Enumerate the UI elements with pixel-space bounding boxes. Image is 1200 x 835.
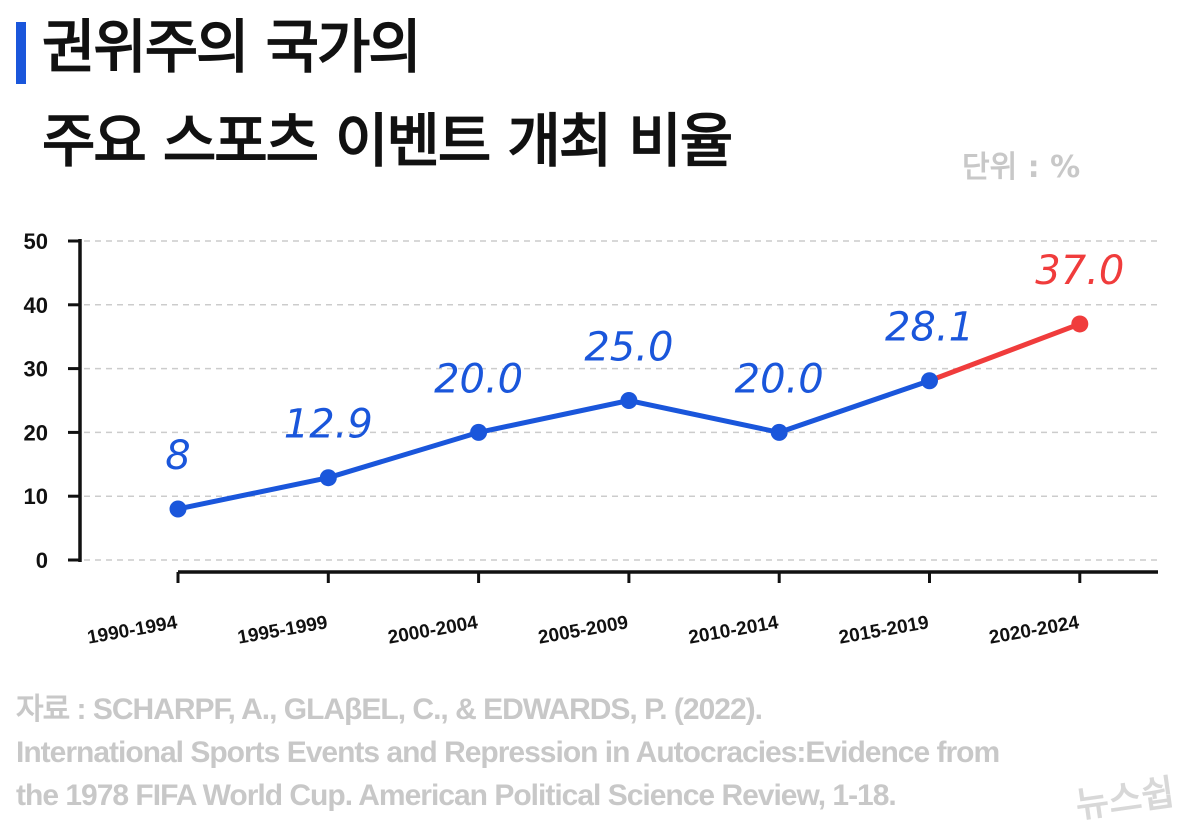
data-point xyxy=(770,423,788,441)
x-tick-label: 1995-1999 xyxy=(236,612,329,648)
title-accent-bar xyxy=(16,22,26,84)
y-tick-label: 0 xyxy=(36,548,48,573)
x-tick-label: 1990-1994 xyxy=(86,612,180,649)
line-segment xyxy=(175,475,331,512)
unit-label: 단위 : % xyxy=(962,150,1081,185)
x-tick-label: 2000-2004 xyxy=(386,612,480,649)
data-label: 25.0 xyxy=(584,325,673,371)
y-tick-label: 20 xyxy=(24,420,48,445)
x-tick-label: 2020-2024 xyxy=(988,612,1082,649)
x-tick-label: 2015-2019 xyxy=(837,612,930,648)
data-label: 8 xyxy=(165,433,190,479)
data-label: 20.0 xyxy=(434,356,523,402)
title-line1: 권위주의 국가의 xyxy=(42,13,422,81)
data-label: 28.1 xyxy=(885,305,974,351)
data-point xyxy=(1071,315,1089,333)
line-segment xyxy=(476,398,632,435)
y-tick-label: 50 xyxy=(24,229,48,254)
data-point xyxy=(620,392,638,409)
data-point xyxy=(470,423,488,441)
data-point xyxy=(319,469,337,487)
source-line3: the 1978 FIFA World Cup. American Politi… xyxy=(16,779,897,812)
source-line2: International Sports Events and Repressi… xyxy=(16,736,1000,769)
line-segment xyxy=(927,321,1083,384)
line-segment xyxy=(776,378,932,435)
line-segment xyxy=(626,398,782,435)
y-tick-label: 30 xyxy=(24,357,48,382)
data-point xyxy=(169,500,187,518)
x-tick-label: 2010-2014 xyxy=(687,612,781,649)
data-point xyxy=(921,372,938,390)
x-tick-label: 2005-2009 xyxy=(537,612,630,648)
data-label: 12.9 xyxy=(284,402,373,448)
title-line2: 주요 스포츠 이벤트 개최 비율 xyxy=(42,107,733,175)
y-tick-label: 40 xyxy=(24,293,48,318)
source-note: 자료 : SCHARPF, A., GLAβEL, C., & EDWARDS,… xyxy=(16,688,1000,817)
y-tick-label: 10 xyxy=(24,484,48,509)
data-label: 37.0 xyxy=(1035,248,1124,294)
source-line1: 자료 : SCHARPF, A., GLAβEL, C., & EDWARDS,… xyxy=(16,693,763,726)
line-segment xyxy=(325,429,482,481)
data-label: 20.0 xyxy=(735,356,824,402)
